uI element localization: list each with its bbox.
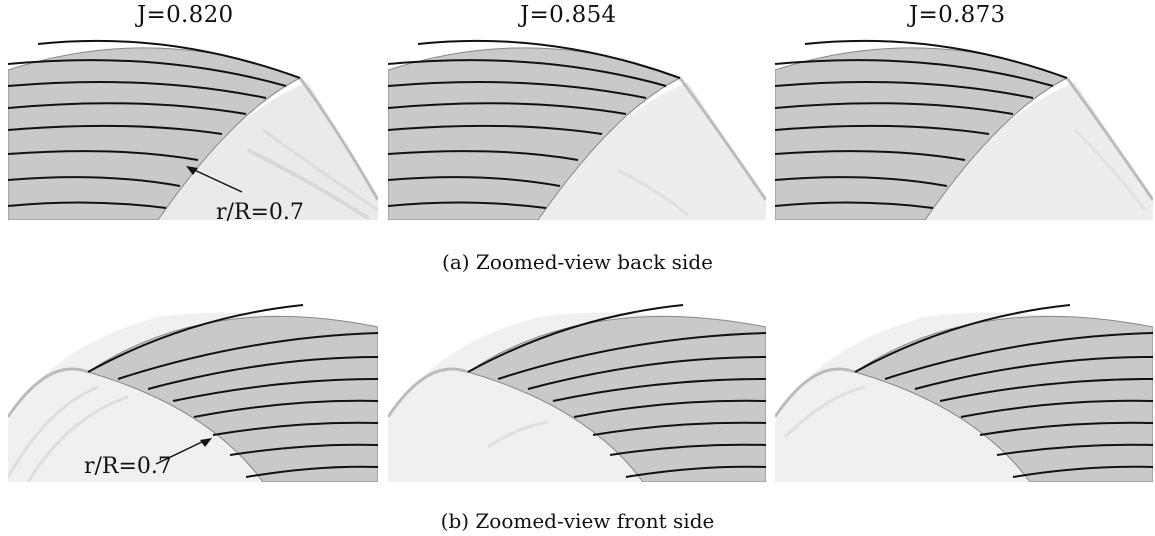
annotation-arrow-front xyxy=(155,438,212,465)
blade-front-view-2 xyxy=(388,304,766,482)
panel-front-1 xyxy=(8,297,378,482)
panel-back-j0873 xyxy=(775,30,1153,220)
panel-front-3 xyxy=(775,297,1153,482)
panel-back-j0854 xyxy=(388,30,766,220)
caption-b: (b) Zoomed-view front side xyxy=(440,509,715,533)
blade-back-view-1 xyxy=(8,39,378,220)
panel-title-j0820: J=0.820 xyxy=(137,2,234,28)
annotation-arrow-back xyxy=(186,166,243,193)
annotation-label-front: r/R=0.7 xyxy=(84,454,172,479)
panel-back-j0820 xyxy=(8,30,378,220)
blade-front-view-1 xyxy=(8,304,378,482)
panel-title-j0873: J=0.873 xyxy=(909,2,1006,28)
blade-front-view-3 xyxy=(775,304,1153,482)
panel-front-2 xyxy=(388,297,766,482)
blade-back-view-3 xyxy=(775,39,1153,220)
annotation-label-back: r/R=0.7 xyxy=(216,200,304,225)
caption-a: (a) Zoomed-view back side xyxy=(442,250,713,274)
blade-back-view-2 xyxy=(388,39,766,220)
panel-title-j0854: J=0.854 xyxy=(520,2,617,28)
